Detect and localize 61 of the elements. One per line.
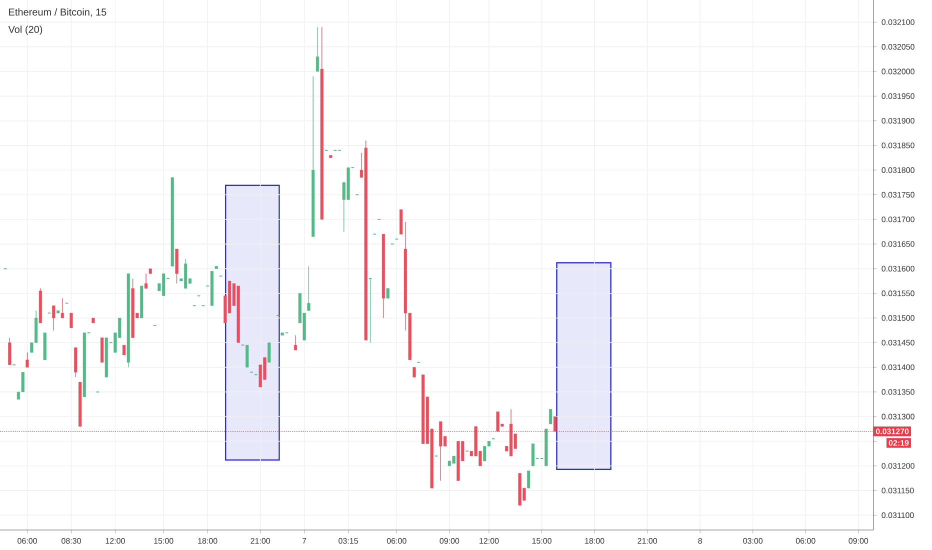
candlestick [368, 278, 372, 343]
candlestick [268, 342, 271, 363]
x-tick-label: 21:00 [250, 538, 270, 544]
candlestick [549, 408, 552, 424]
y-tick-label: 0.031500 [882, 315, 914, 321]
x-tick-label: 06:00 [386, 538, 406, 544]
x-tick-label: 18:00 [198, 538, 218, 544]
y-tick-label: 0.031750 [882, 192, 914, 198]
x-tick-label: 09:00 [440, 538, 460, 544]
candlestick [294, 334, 298, 350]
y-tick-label: 0.031300 [882, 414, 914, 420]
x-tick-label: 21:00 [638, 538, 658, 544]
x-tick-label: 12:00 [480, 538, 499, 544]
candlestick [307, 266, 310, 311]
y-tick-label: 0.031400 [882, 364, 914, 370]
candlestick [553, 416, 557, 432]
candlestick [527, 470, 530, 488]
candlestick [52, 305, 56, 331]
y-tick-label: 0.031800 [882, 167, 914, 173]
candlestick [70, 312, 73, 328]
y-tick-label: 0.031150 [882, 488, 914, 494]
y-tick-label: 0.031350 [882, 389, 914, 395]
y-tick-label: 0.031450 [882, 340, 914, 346]
text: 02:19 [888, 440, 909, 446]
candlestick [144, 273, 148, 289]
candlestick [26, 352, 29, 368]
x-tick-label: 03:00 [743, 538, 763, 544]
y-tick-label: 0.031550 [882, 290, 914, 296]
x-tick-label: 15:00 [532, 538, 552, 544]
candlestick [386, 288, 390, 299]
y-tick-label: 0.032000 [882, 68, 914, 74]
y-tick-label: 0.031900 [882, 118, 914, 124]
candlestick [8, 337, 12, 366]
candlestick [60, 298, 64, 318]
x-tick-label: 15:00 [154, 538, 174, 544]
x-tick-label: 08:30 [62, 538, 81, 544]
x-tick-label: 18:00 [585, 538, 604, 544]
y-tick-label: 0.031850 [882, 142, 914, 148]
y-tick-label: 0.031700 [882, 216, 914, 222]
y-tick-label: 0.031600 [882, 266, 914, 272]
annotation: Vol (20) [8, 26, 42, 35]
x-tick-label: 12:00 [106, 538, 125, 544]
candlestick [316, 26, 320, 72]
x-tick-label: 03:15 [338, 538, 358, 544]
y-tick-label: 0.031950 [882, 93, 914, 99]
x-tick-label: 06:00 [796, 538, 816, 544]
y-tick-label: 0.032050 [882, 44, 914, 50]
x-tick-label: 06:00 [18, 538, 37, 544]
text: Ethereum / Bitcoin, 15 [9, 8, 106, 17]
candlestick [531, 443, 535, 466]
y-tick-label: 0.032100 [882, 19, 914, 26]
ref-line-label: 0.031270 [876, 428, 909, 434]
candlestick [122, 344, 126, 356]
y-tick-label: 0.031200 [882, 463, 914, 469]
candlestick [246, 344, 249, 368]
y-tick-label: 0.031100 [882, 512, 914, 518]
y-tick-label: 0.031650 [882, 241, 914, 247]
candlestick [412, 366, 416, 378]
x-tick-label: 8 [698, 538, 702, 544]
x-tick-label: 7 [302, 538, 306, 544]
x-tick-label: 09:00 [848, 538, 868, 544]
